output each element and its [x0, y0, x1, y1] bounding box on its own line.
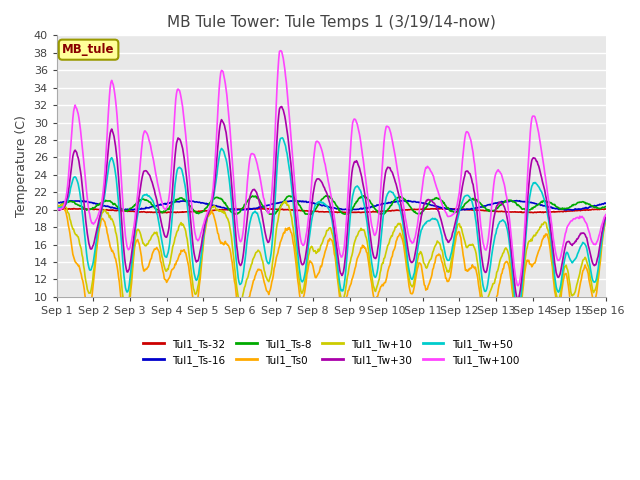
Tul1_Ts-16: [404, 198, 412, 204]
Tul1_Tw+30: [278, 104, 285, 109]
Tul1_Ts0: [552, 298, 560, 304]
Tul1_Tw+100: [197, 230, 205, 236]
Tul1_Tw+100: [53, 206, 61, 212]
Tul1_Ts0: [53, 204, 61, 210]
Tul1_Tw+50: [53, 204, 61, 210]
Tul1_Ts-16: [377, 202, 385, 207]
Tul1_Ts-16: [346, 207, 353, 213]
Tul1_Ts-8: [324, 193, 332, 199]
Tul1_Tw+50: [431, 216, 439, 221]
Tul1_Tw+30: [377, 216, 385, 222]
Tul1_Tw+30: [197, 245, 205, 251]
Tul1_Ts0: [198, 260, 205, 265]
Line: Tul1_Tw+50: Tul1_Tw+50: [57, 138, 605, 312]
Tul1_Tw+10: [377, 267, 385, 273]
Tul1_Tw+30: [431, 202, 439, 207]
Tul1_Ts-8: [232, 211, 239, 217]
Line: Tul1_Tw+30: Tul1_Tw+30: [57, 107, 605, 299]
Line: Tul1_Tw+100: Tul1_Tw+100: [57, 51, 605, 286]
Tul1_Ts-32: [377, 209, 385, 215]
Tul1_Tw+100: [324, 174, 332, 180]
Tul1_Ts0: [174, 256, 182, 262]
Tul1_Ts-8: [432, 196, 440, 202]
Tul1_Ts0: [377, 284, 385, 289]
Tul1_Ts-8: [197, 209, 205, 215]
Tul1_Ts-32: [163, 210, 170, 216]
Line: Tul1_Ts-16: Tul1_Ts-16: [57, 201, 605, 210]
Tul1_Ts0: [602, 217, 609, 223]
Tul1_Tw+50: [553, 287, 561, 292]
Tul1_Ts-16: [602, 201, 609, 206]
Title: MB Tule Tower: Tule Temps 1 (3/19/14-now): MB Tule Tower: Tule Temps 1 (3/19/14-now…: [167, 15, 496, 30]
Tul1_Tw+10: [197, 260, 205, 265]
Tul1_Tw+100: [431, 180, 439, 185]
Tul1_Ts-32: [553, 209, 561, 215]
Tul1_Ts-8: [553, 204, 561, 210]
Tul1_Ts0: [431, 260, 439, 265]
Tul1_Tw+100: [602, 212, 609, 217]
Tul1_Ts0: [324, 241, 332, 247]
Tul1_Tw+10: [513, 318, 521, 324]
Tul1_Ts-32: [53, 206, 61, 212]
Tul1_Tw+50: [602, 215, 609, 221]
Tul1_Ts-16: [197, 200, 205, 206]
Tul1_Tw+30: [553, 272, 561, 278]
Tul1_Tw+10: [53, 202, 61, 207]
Tul1_Tw+50: [324, 204, 332, 210]
Line: Tul1_Ts-32: Tul1_Ts-32: [57, 208, 605, 213]
Tul1_Tw+100: [377, 185, 385, 191]
Tul1_Tw+10: [553, 295, 561, 300]
Tul1_Ts-32: [198, 208, 205, 214]
Line: Tul1_Ts-8: Tul1_Ts-8: [57, 196, 605, 214]
Tul1_Ts-8: [378, 211, 385, 216]
Tul1_Ts-16: [432, 203, 440, 209]
Tul1_Tw+10: [324, 228, 332, 233]
Tul1_Ts-32: [324, 209, 332, 215]
Tul1_Ts-16: [553, 205, 561, 211]
Tul1_Ts-32: [174, 209, 182, 215]
Tul1_Ts-32: [431, 206, 439, 212]
Tul1_Tw+30: [602, 215, 609, 220]
Tul1_Tw+30: [513, 296, 521, 301]
Tul1_Tw+50: [173, 167, 181, 173]
Tul1_Ts-16: [173, 199, 181, 204]
Tul1_Ts0: [122, 324, 129, 330]
Tul1_Tw+30: [324, 192, 332, 198]
Tul1_Ts-8: [173, 196, 181, 202]
Tul1_Tw+50: [278, 135, 286, 141]
Line: Tul1_Ts0: Tul1_Ts0: [57, 207, 605, 327]
Tul1_Tw+100: [173, 87, 181, 93]
Tul1_Tw+100: [514, 283, 522, 288]
Text: MB_tule: MB_tule: [62, 43, 115, 56]
Tul1_Tw+30: [53, 207, 61, 213]
Tul1_Tw+10: [282, 199, 290, 204]
Tul1_Ts-32: [602, 206, 609, 212]
Tul1_Ts-8: [53, 205, 61, 211]
Tul1_Tw+30: [173, 138, 181, 144]
Tul1_Ts-8: [602, 204, 609, 209]
Tul1_Tw+100: [277, 48, 285, 54]
Tul1_Tw+10: [602, 214, 609, 220]
Tul1_Tw+50: [197, 255, 205, 261]
Tul1_Ts-32: [436, 205, 444, 211]
Tul1_Ts-16: [53, 200, 61, 206]
Tul1_Tw+50: [513, 310, 521, 315]
Tul1_Tw+50: [377, 238, 385, 243]
Line: Tul1_Tw+10: Tul1_Tw+10: [57, 202, 605, 321]
Tul1_Tw+100: [553, 255, 561, 261]
Tul1_Tw+10: [173, 228, 181, 234]
Y-axis label: Temperature (C): Temperature (C): [15, 115, 28, 217]
Tul1_Ts-16: [323, 204, 330, 209]
Tul1_Ts-8: [322, 193, 330, 199]
Tul1_Tw+10: [431, 243, 439, 249]
Legend: Tul1_Ts-32, Tul1_Ts-16, Tul1_Ts-8, Tul1_Ts0, Tul1_Tw+10, Tul1_Tw+30, Tul1_Tw+50,: Tul1_Ts-32, Tul1_Ts-16, Tul1_Ts-8, Tul1_…: [140, 335, 524, 370]
